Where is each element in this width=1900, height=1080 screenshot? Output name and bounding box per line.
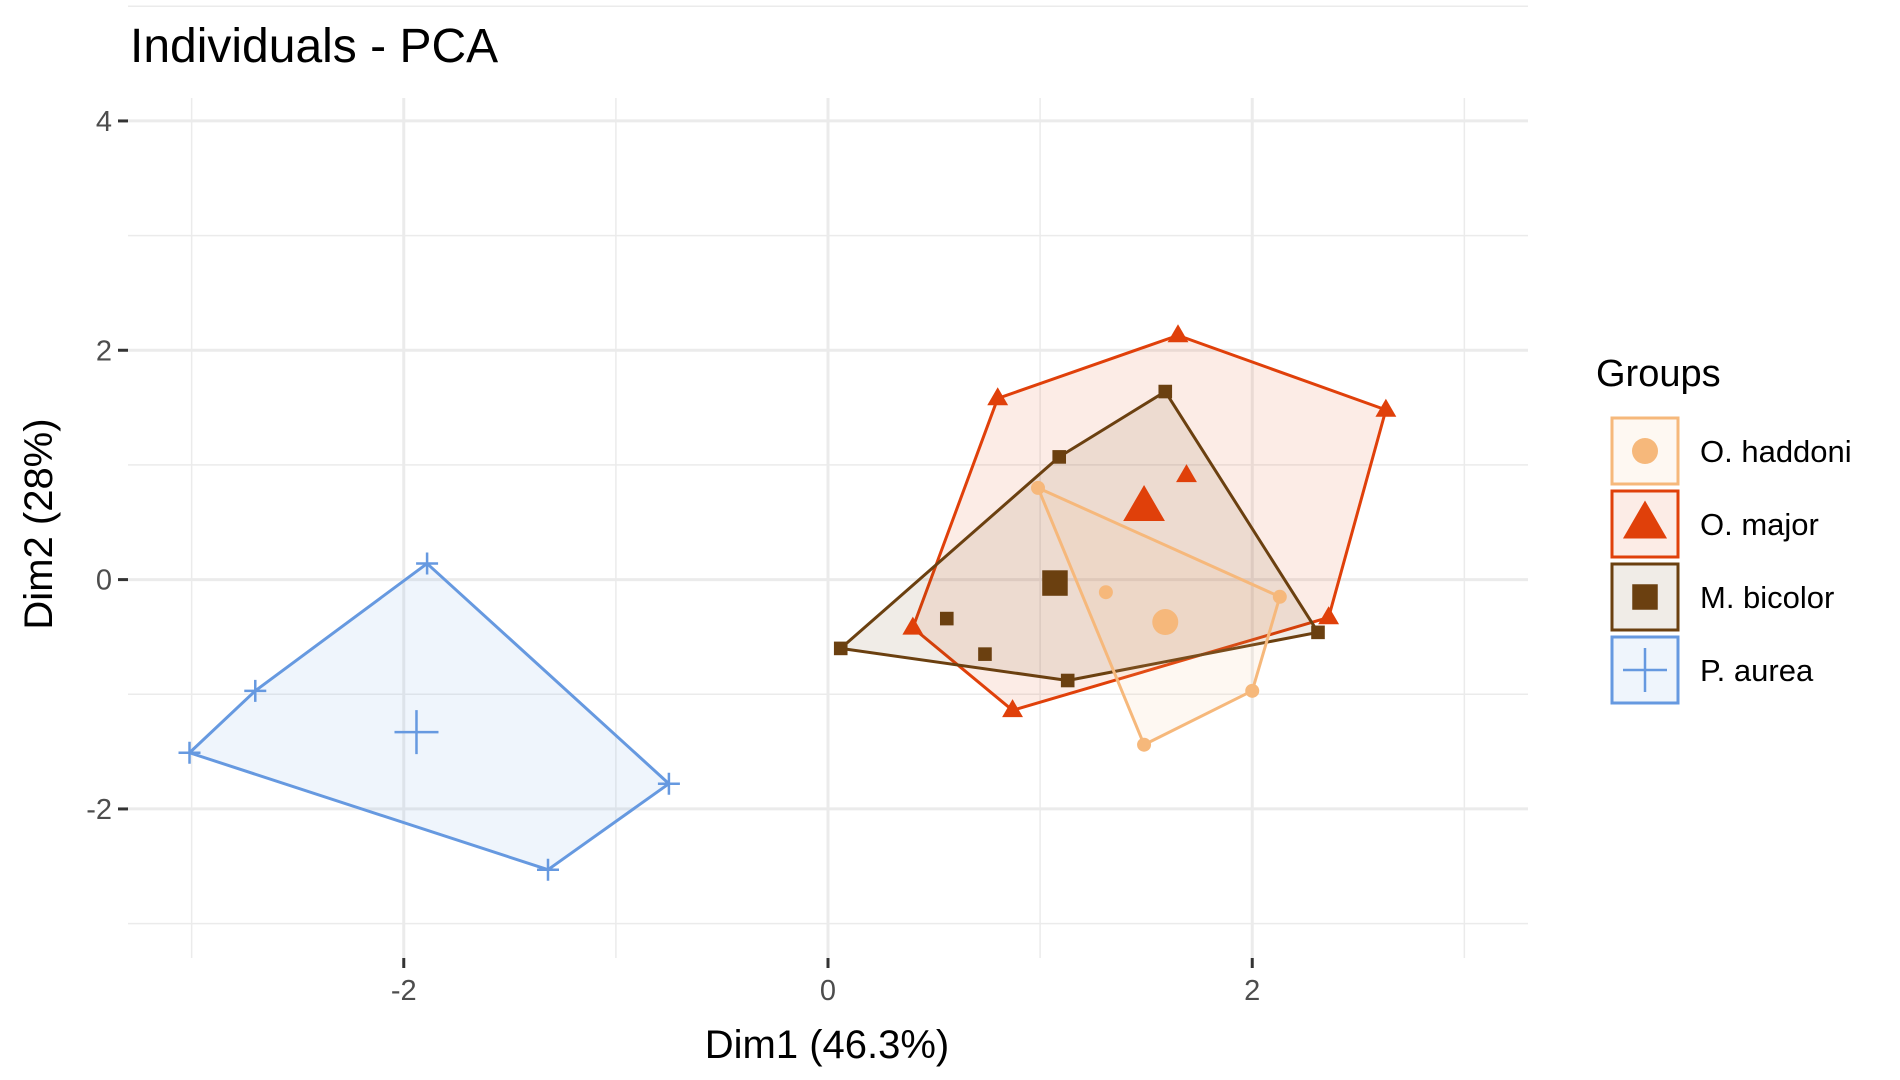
centroid-p-aurea xyxy=(394,710,439,755)
y-tick-label: 2 xyxy=(96,335,112,367)
legend-label: O. major xyxy=(1700,507,1819,542)
y-tick-label: 4 xyxy=(96,106,112,138)
centroid-o-major xyxy=(1123,485,1165,522)
legend-label: O. haddoni xyxy=(1700,434,1852,469)
point-p-aurea xyxy=(178,741,201,764)
legend-title: Groups xyxy=(1596,353,1721,395)
point-o-major xyxy=(1167,324,1189,343)
point-m-bicolor xyxy=(939,611,954,626)
x-tick-label: -2 xyxy=(391,975,417,1007)
chart-title: Individuals - PCA xyxy=(130,20,498,73)
legend-label: M. bicolor xyxy=(1700,580,1834,615)
y-axis-title: Dim2 (28%) xyxy=(17,418,61,629)
point-o-major xyxy=(902,616,924,635)
point-o-major xyxy=(1176,464,1197,483)
hull-p-aurea xyxy=(188,562,671,872)
group-hulls xyxy=(188,333,1388,872)
point-o-haddoni xyxy=(1272,589,1287,604)
point-p-aurea xyxy=(537,858,559,881)
centroid-m-bicolor xyxy=(1042,570,1068,596)
point-o-haddoni xyxy=(1098,585,1113,600)
x-axis-title: Dim1 (46.3%) xyxy=(705,1023,950,1067)
point-m-bicolor xyxy=(1311,625,1325,640)
point-p-aurea xyxy=(657,772,680,795)
point-m-bicolor xyxy=(1052,450,1067,464)
point-o-haddoni xyxy=(1031,480,1045,495)
hull-m-bicolor xyxy=(839,390,1320,683)
point-m-bicolor xyxy=(978,647,992,661)
y-tick-label: 0 xyxy=(96,565,112,597)
point-m-bicolor xyxy=(1060,673,1075,688)
point-o-haddoni xyxy=(1245,683,1260,698)
legend-symbol-p-aurea xyxy=(1623,648,1667,692)
point-o-major xyxy=(1375,398,1397,417)
point-m-bicolor xyxy=(1158,384,1173,399)
grid xyxy=(128,5,1528,958)
point-o-major xyxy=(987,387,1009,406)
centroid-o-haddoni xyxy=(1152,609,1179,636)
point-o-haddoni xyxy=(1137,737,1152,752)
x-tick-label: 0 xyxy=(820,975,836,1007)
axis-ticks: -2 0 2 4 -2 0 2 xyxy=(86,106,1260,1007)
legend: Groups O. haddoni O. major M. bicolor P. au… xyxy=(1596,353,1852,705)
data-points xyxy=(178,324,1397,881)
legend-symbol-m-bicolor xyxy=(1632,584,1658,610)
legend-label: P. aurea xyxy=(1700,653,1814,688)
group-centroids xyxy=(394,485,1179,755)
point-o-major xyxy=(1002,699,1023,718)
point-p-aurea xyxy=(244,679,267,702)
point-p-aurea xyxy=(416,552,439,575)
point-m-bicolor xyxy=(833,641,848,656)
legend-symbol-o-haddoni xyxy=(1632,438,1658,464)
legend-symbol-o-major xyxy=(1622,500,1668,539)
y-tick-label: -2 xyxy=(86,794,112,826)
x-tick-label: 2 xyxy=(1244,975,1260,1007)
point-o-major xyxy=(1318,606,1340,625)
